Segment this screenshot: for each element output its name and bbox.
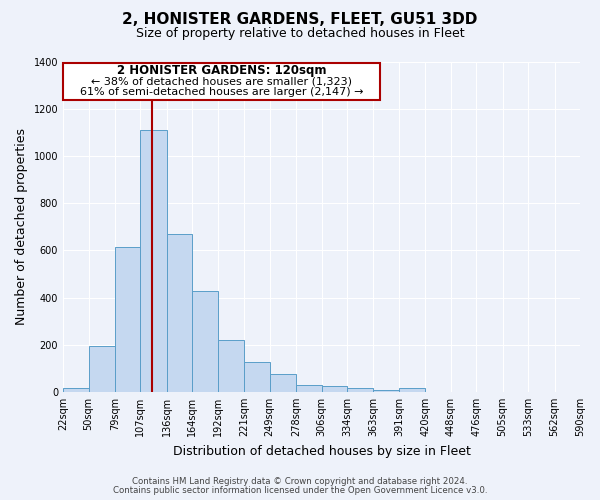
Bar xyxy=(373,390,399,392)
Bar xyxy=(167,234,192,392)
Bar xyxy=(192,291,218,392)
Text: 2, HONISTER GARDENS, FLEET, GU51 3DD: 2, HONISTER GARDENS, FLEET, GU51 3DD xyxy=(122,12,478,26)
Bar xyxy=(140,130,167,392)
Bar xyxy=(115,247,140,392)
Bar xyxy=(347,388,373,392)
Text: Contains public sector information licensed under the Open Government Licence v3: Contains public sector information licen… xyxy=(113,486,487,495)
Text: 61% of semi-detached houses are larger (2,147) →: 61% of semi-detached houses are larger (… xyxy=(80,87,363,97)
Bar xyxy=(269,374,296,392)
FancyBboxPatch shape xyxy=(63,62,380,100)
Y-axis label: Number of detached properties: Number of detached properties xyxy=(15,128,28,325)
Text: Contains HM Land Registry data © Crown copyright and database right 2024.: Contains HM Land Registry data © Crown c… xyxy=(132,478,468,486)
X-axis label: Distribution of detached houses by size in Fleet: Distribution of detached houses by size … xyxy=(173,444,470,458)
Bar xyxy=(244,362,269,392)
Bar xyxy=(322,386,347,392)
Bar xyxy=(399,388,425,392)
Bar xyxy=(63,388,89,392)
Text: Size of property relative to detached houses in Fleet: Size of property relative to detached ho… xyxy=(136,28,464,40)
Bar xyxy=(218,340,244,392)
Bar xyxy=(296,385,322,392)
Text: 2 HONISTER GARDENS: 120sqm: 2 HONISTER GARDENS: 120sqm xyxy=(116,64,326,76)
Bar xyxy=(89,346,115,392)
Text: ← 38% of detached houses are smaller (1,323): ← 38% of detached houses are smaller (1,… xyxy=(91,76,352,86)
